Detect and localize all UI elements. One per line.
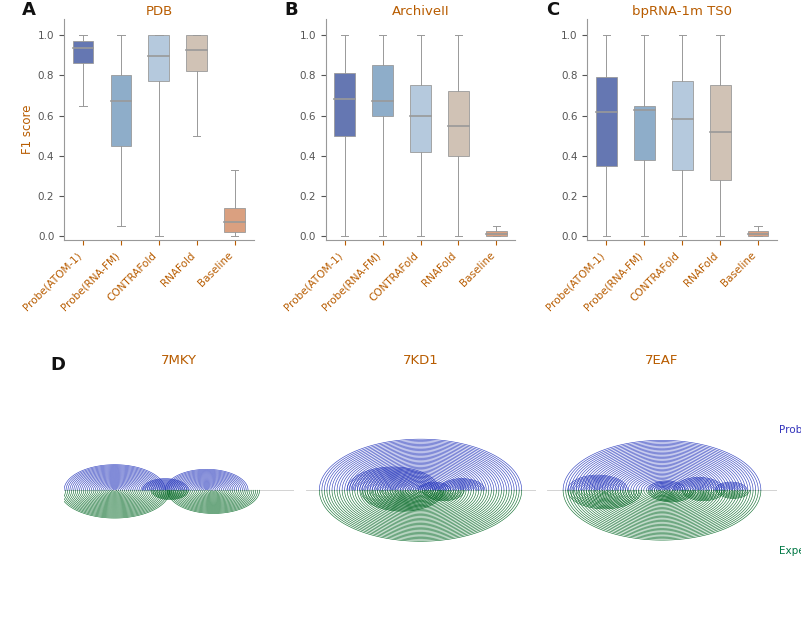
Bar bbox=[334, 73, 355, 136]
Bar bbox=[187, 35, 207, 71]
Text: C: C bbox=[545, 1, 559, 19]
Bar bbox=[486, 232, 507, 237]
Title: ArchiveII: ArchiveII bbox=[392, 5, 449, 18]
Bar bbox=[710, 85, 731, 180]
Bar bbox=[634, 105, 654, 160]
Title: 7EAF: 7EAF bbox=[646, 354, 678, 367]
Bar bbox=[111, 75, 131, 146]
Text: B: B bbox=[284, 1, 298, 19]
Bar bbox=[148, 35, 169, 81]
Bar bbox=[372, 65, 393, 115]
Text: Experimental: Experimental bbox=[779, 546, 801, 556]
Bar bbox=[224, 208, 245, 232]
Bar bbox=[747, 232, 768, 237]
Title: 7KD1: 7KD1 bbox=[403, 354, 438, 367]
Title: bpRNA-1m TS0: bpRNA-1m TS0 bbox=[632, 5, 732, 18]
Title: 7MKY: 7MKY bbox=[161, 354, 197, 367]
Bar bbox=[596, 78, 617, 166]
Bar bbox=[73, 41, 94, 63]
Text: A: A bbox=[22, 1, 36, 19]
Bar bbox=[448, 91, 469, 156]
Text: Probe(ATOM-1): Probe(ATOM-1) bbox=[779, 424, 801, 434]
Bar bbox=[672, 81, 693, 170]
Title: PDB: PDB bbox=[145, 5, 172, 18]
Y-axis label: F1 score: F1 score bbox=[21, 105, 34, 155]
Bar bbox=[410, 85, 431, 152]
Text: D: D bbox=[50, 357, 66, 374]
